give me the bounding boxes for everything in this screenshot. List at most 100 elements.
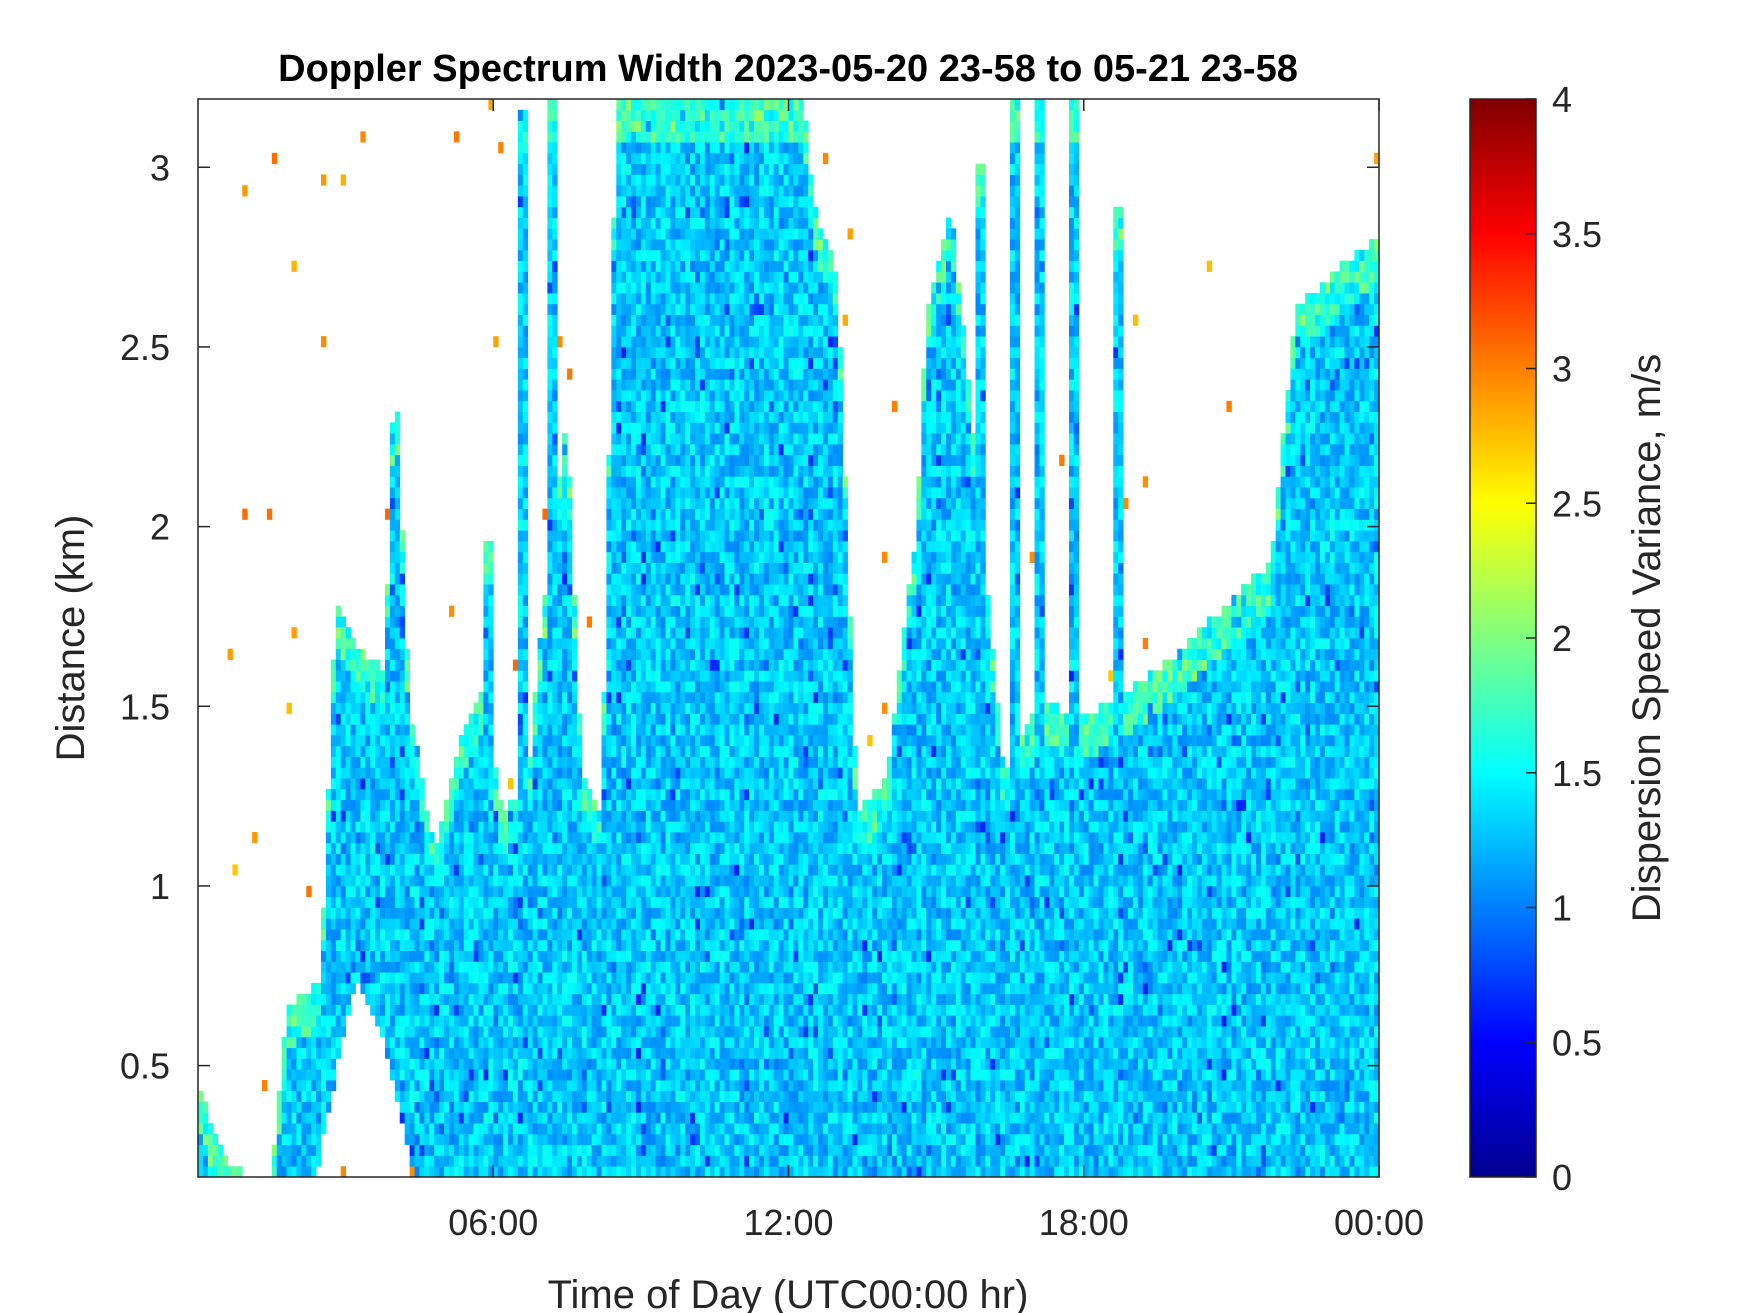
heatmap-cell [503, 875, 508, 886]
heatmap-cell [336, 757, 341, 768]
heatmap-cell [395, 875, 400, 886]
heatmap-cell [385, 821, 390, 832]
heatmap-cell [533, 1091, 538, 1102]
heatmap-cell [562, 1091, 567, 1102]
heatmap-cell [670, 1026, 675, 1037]
heatmap-cell [690, 455, 695, 466]
heatmap-cell [419, 1123, 424, 1134]
heatmap-cell [656, 660, 661, 671]
heatmap-cell [518, 940, 523, 951]
heatmap-cell [621, 422, 626, 433]
heatmap-cell [626, 843, 631, 854]
heatmap-cell [631, 616, 636, 627]
heatmap-cell [355, 843, 360, 854]
heatmap-cell [616, 649, 621, 660]
heatmap-cell [410, 746, 415, 757]
heatmap-cell [415, 994, 420, 1005]
heatmap-cell [641, 412, 646, 423]
heatmap-cell [710, 530, 715, 541]
heatmap-cell [469, 908, 474, 919]
heatmap-cell [572, 1048, 577, 1059]
heatmap-cell [380, 940, 385, 951]
heatmap-cell [542, 983, 547, 994]
heatmap-cell [690, 638, 695, 649]
heatmap-cell [306, 994, 311, 1005]
heatmap-cell [488, 1015, 493, 1026]
heatmap-cell [641, 1145, 646, 1156]
heatmap-cell [405, 649, 410, 660]
heatmap-cell [656, 519, 661, 530]
heatmap-cell [528, 800, 533, 811]
heatmap-cell [552, 724, 557, 735]
heatmap-cell [675, 1145, 680, 1156]
heatmap-cell [508, 1145, 513, 1156]
heatmap-cell [508, 1026, 513, 1037]
heatmap-cell [449, 1102, 454, 1113]
heatmap-cell [424, 1080, 429, 1091]
heatmap-cell [577, 1080, 582, 1091]
heatmap-cell [518, 951, 523, 962]
heatmap-cell [454, 1166, 459, 1177]
heatmap-cell [656, 1112, 661, 1123]
heatmap-cell [705, 681, 710, 692]
heatmap-cell [483, 724, 488, 735]
heatmap-cell [533, 1134, 538, 1145]
heatmap-cell [606, 875, 611, 886]
heatmap-cell [488, 800, 493, 811]
heatmap-cell [700, 832, 705, 843]
heatmap-cell [606, 670, 611, 681]
heatmap-cell [375, 778, 380, 789]
heatmap-cell [424, 1069, 429, 1080]
heatmap-cell [365, 810, 370, 821]
heatmap-cell [670, 412, 675, 423]
heatmap-cell [680, 1037, 685, 1048]
heatmap-cell [636, 325, 641, 336]
heatmap-cell [355, 940, 360, 951]
heatmap-cell [375, 670, 380, 681]
heatmap-cell [710, 401, 715, 412]
heatmap-cell [498, 1048, 503, 1059]
heatmap-cell [567, 595, 572, 606]
heatmap-cell [572, 1069, 577, 1080]
heatmap-cell [390, 681, 395, 692]
heatmap-cell [656, 99, 661, 110]
heatmap-cell [690, 1166, 695, 1177]
heatmap-cell [296, 1005, 301, 1016]
heatmap-cell [424, 843, 429, 854]
heatmap-cell [631, 627, 636, 638]
heatmap-cell [606, 1037, 611, 1048]
heatmap-cell [690, 228, 695, 239]
heatmap-cell [695, 1091, 700, 1102]
heatmap-cell [695, 509, 700, 520]
heatmap-cell [616, 616, 621, 627]
heatmap-cell [360, 703, 365, 714]
heatmap-cell [597, 821, 602, 832]
heatmap-cell [395, 832, 400, 843]
heatmap-cell [700, 994, 705, 1005]
heatmap-cell [390, 886, 395, 897]
heatmap-cell [661, 1048, 666, 1059]
heatmap-cell [395, 444, 400, 455]
heatmap-cell [552, 1015, 557, 1026]
heatmap-cell [685, 1026, 690, 1037]
heatmap-cell [395, 422, 400, 433]
heatmap-cell [651, 1037, 656, 1048]
heatmap-cell [646, 304, 651, 315]
heatmap-cell [656, 832, 661, 843]
heatmap-cell [685, 821, 690, 832]
heatmap-cell [656, 131, 661, 142]
heatmap-cell [690, 336, 695, 347]
heatmap-cell [282, 1048, 287, 1059]
heatmap-cell [346, 767, 351, 778]
heatmap-cell [606, 961, 611, 972]
heatmap-cell [542, 1123, 547, 1134]
heatmap-cell [567, 703, 572, 714]
heatmap-cell [518, 810, 523, 821]
heatmap-cell [641, 282, 646, 293]
heatmap-cell [316, 1112, 321, 1123]
heatmap-cell [705, 164, 710, 175]
heatmap-cell [606, 584, 611, 595]
heatmap-cell [690, 918, 695, 929]
heatmap-cell [680, 228, 685, 239]
heatmap-cell [562, 843, 567, 854]
